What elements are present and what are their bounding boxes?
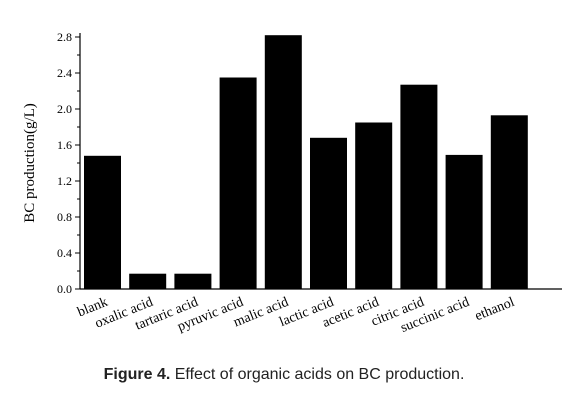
y-tick-label: 2.4 bbox=[57, 66, 72, 80]
bar bbox=[310, 137, 347, 289]
y-tick-label: 2.8 bbox=[57, 30, 72, 44]
y-tick-label: 0.8 bbox=[57, 210, 72, 224]
y-tick-label: 1.2 bbox=[57, 174, 72, 188]
bar bbox=[490, 115, 528, 289]
bar bbox=[174, 273, 212, 289]
y-axis-ticks: 0.0 0.4 0.8 1.2 1.6 2.0 2.4 2.8 bbox=[57, 30, 80, 296]
y-tick-label: 0.0 bbox=[57, 282, 72, 296]
x-category-label: ethanol bbox=[473, 295, 517, 324]
bar bbox=[219, 77, 257, 289]
bar bbox=[129, 273, 167, 289]
bar bbox=[445, 154, 483, 289]
bars bbox=[84, 35, 528, 290]
bar bbox=[400, 84, 438, 289]
bar bbox=[264, 35, 302, 290]
bar bbox=[84, 155, 121, 289]
figure-caption-text: Effect of organic acids on BC production… bbox=[170, 366, 465, 383]
figure-label: Figure 4. bbox=[103, 366, 171, 383]
y-axis-title: BC production(g/L) bbox=[22, 103, 38, 223]
y-tick-label: 0.4 bbox=[57, 246, 72, 260]
y-tick-label: 1.6 bbox=[57, 138, 72, 152]
bar bbox=[355, 122, 393, 289]
figure-caption: Figure 4. Effect of organic acids on BC … bbox=[0, 366, 568, 384]
y-tick-label: 2.0 bbox=[57, 102, 72, 116]
